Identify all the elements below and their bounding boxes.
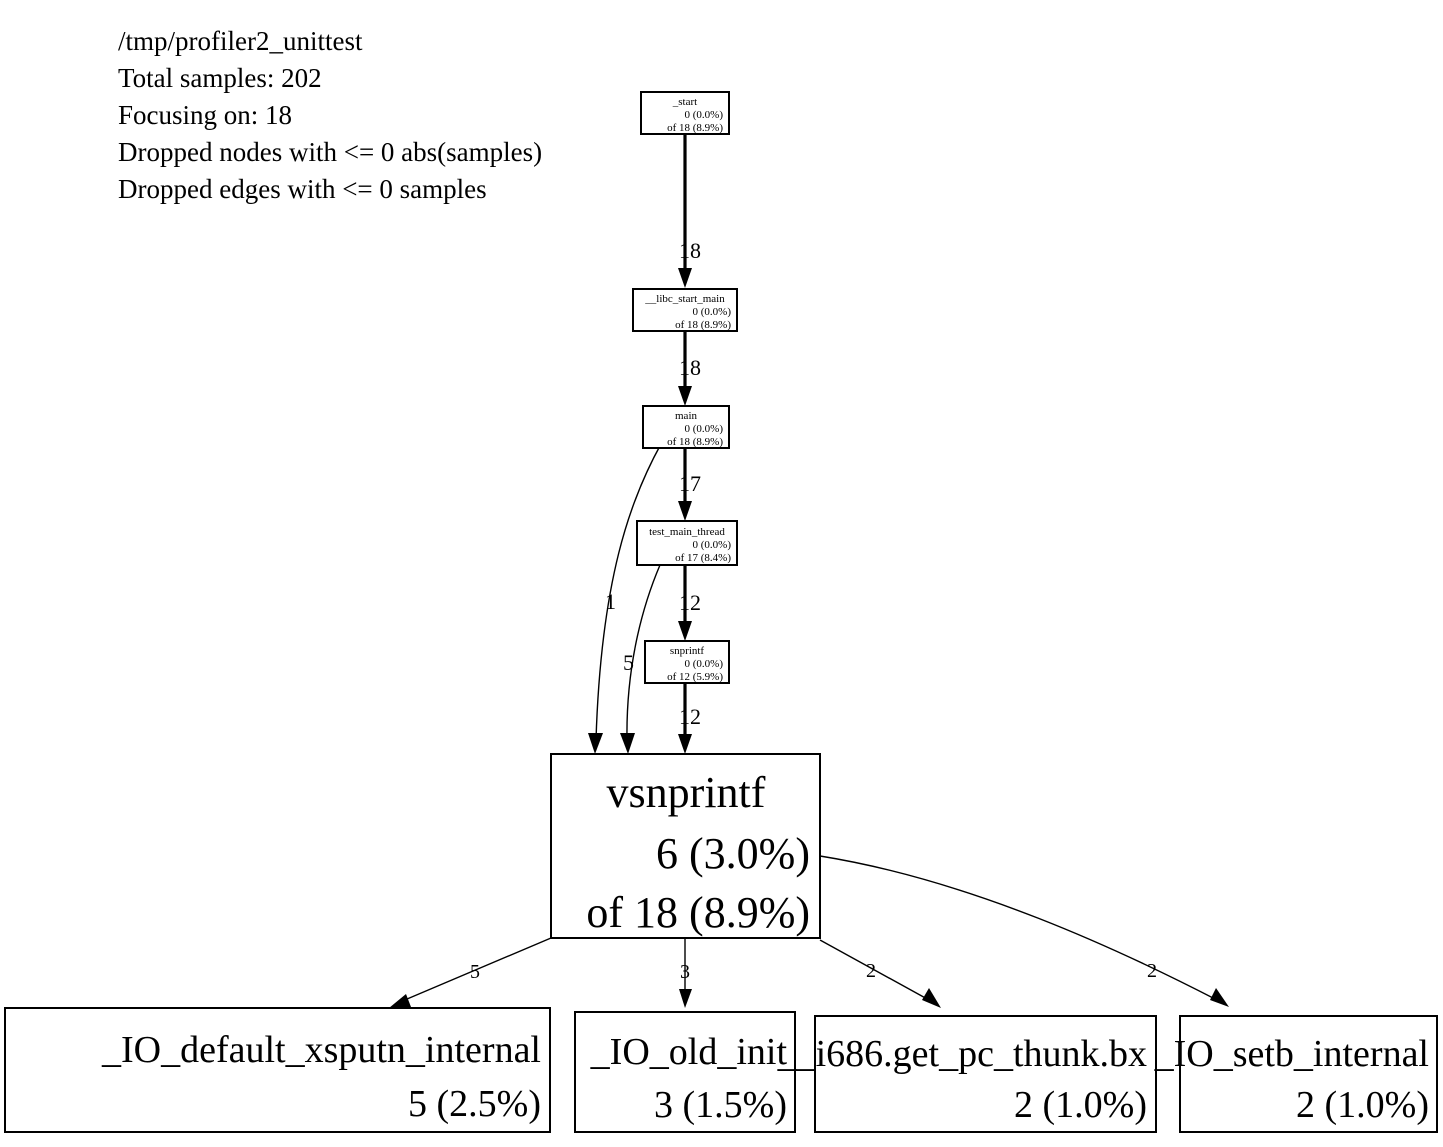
edge-label-testmain-vsnprintf: 5 (623, 650, 634, 675)
node-__libc_start_main-box[interactable] (632, 288, 738, 332)
edge-label-testmain-snprintf: 12 (679, 590, 701, 615)
node-_start-self: 0 (0.0%) (685, 109, 724, 121)
node-_IO_setb_internal-box[interactable] (1179, 1015, 1438, 1133)
node-_IO_setb_internal[interactable]: _IO_setb_internal 2 (1.0%) (1154, 1015, 1438, 1133)
header-line-total-samples: Total samples: 202 (118, 63, 322, 93)
node-_IO_old_init[interactable]: _IO_old_init 3 (1.5%) (574, 1011, 796, 1133)
node-__libc_start_main-total: of 18 (8.9%) (675, 319, 731, 331)
edge-snprintf-to-vsnprintf: 12 (678, 683, 701, 754)
node-_start-box[interactable] (640, 91, 730, 135)
node-__i686.get_pc_thunk.bx-self: 2 (1.0%) (1014, 1084, 1147, 1126)
node-test_main_thread-box[interactable] (636, 520, 738, 566)
node-snprintf-name: snprintf (670, 645, 705, 657)
edge-main-to-vsnprintf: 1 (588, 443, 662, 754)
node-_IO_old_init-name: _IO_old_init (590, 1031, 788, 1073)
edge-vsnprintf-to-thunk: 2 (819, 939, 941, 1008)
node-_start[interactable]: _start 0 (0.0%) of 18 (8.9%) (640, 91, 730, 135)
edge-label-start-libc: 18 (679, 238, 701, 263)
edge-start-to-libc: 18 (678, 134, 701, 288)
node-_IO_default_xsputn_internal-name: _IO_default_xsputn_internal (101, 1029, 541, 1071)
edge-testmain-to-snprintf: 12 (678, 565, 701, 641)
edge-main-to-testmain: 17 (678, 444, 701, 521)
edge-label-vsnprintf-thunk: 2 (866, 960, 876, 982)
node-__i686.get_pc_thunk.bx[interactable]: __i686.get_pc_thunk.bx 2 (1.0%) (777, 1015, 1157, 1133)
edge-label-snprintf-vsnprintf: 12 (679, 704, 701, 729)
header-line-focusing-on: Focusing on: 18 (118, 100, 292, 130)
edge-vsnprintf-to-xsputn: 5 (389, 937, 552, 1008)
node-_IO_setb_internal-name: _IO_setb_internal (1154, 1033, 1429, 1075)
node-_IO_old_init-box[interactable] (574, 1011, 796, 1133)
node-snprintf[interactable]: snprintf 0 (0.0%) of 12 (5.9%) (644, 640, 730, 684)
node-main[interactable]: main 0 (0.0%) of 18 (8.9%) (642, 405, 730, 449)
edges-layer: 18 18 17 1 12 5 (389, 134, 1229, 1008)
node-main-box[interactable] (642, 405, 730, 449)
edge-vsnprintf-to-oldinit: 3 (679, 938, 692, 1008)
node-test_main_thread-total: of 17 (8.4%) (675, 552, 731, 564)
node-test_main_thread-name: test_main_thread (649, 526, 725, 538)
node-_IO_default_xsputn_internal-self: 5 (2.5%) (408, 1083, 541, 1125)
node-_IO_setb_internal-self: 2 (1.0%) (1296, 1084, 1429, 1126)
edge-label-vsnprintf-xsputn: 5 (470, 961, 480, 983)
node-__i686.get_pc_thunk.bx-name: __i686.get_pc_thunk.bx (777, 1033, 1147, 1075)
header-line-profile-path: /tmp/profiler2_unittest (118, 26, 363, 56)
edge-vsnprintf-to-setb: 2 (819, 855, 1229, 1007)
node-main-self: 0 (0.0%) (685, 423, 724, 435)
node-vsnprintf-box[interactable] (550, 753, 821, 939)
node-main-total: of 18 (8.9%) (667, 436, 723, 448)
header-line-dropped-nodes: Dropped nodes with <= 0 abs(samples) (118, 137, 542, 167)
node-vsnprintf-self: 6 (3.0%) (656, 829, 810, 878)
edge-testmain-to-vsnprintf: 5 (620, 564, 661, 754)
node-snprintf-total: of 12 (5.9%) (667, 671, 723, 683)
node-vsnprintf-total: of 18 (8.9%) (586, 888, 810, 937)
node-vsnprintf-name: vsnprintf (607, 768, 766, 817)
edge-label-libc-main: 18 (679, 355, 701, 380)
node-_IO_old_init-self: 3 (1.5%) (654, 1084, 787, 1126)
node-_IO_default_xsputn_internal-box[interactable] (4, 1007, 551, 1133)
node-__libc_start_main-self: 0 (0.0%) (693, 306, 732, 318)
node-__i686.get_pc_thunk.bx-box[interactable] (814, 1015, 1157, 1133)
node-__libc_start_main[interactable]: __libc_start_main 0 (0.0%) of 18 (8.9%) (632, 288, 738, 332)
node-snprintf-self: 0 (0.0%) (685, 658, 724, 670)
nodes-layer: _start 0 (0.0%) of 18 (8.9%) __libc_star… (4, 91, 1438, 1133)
edge-libc-to-main: 18 (678, 331, 701, 406)
node-main-name: main (675, 410, 697, 422)
node-snprintf-box[interactable] (644, 640, 730, 684)
node-test_main_thread-self: 0 (0.0%) (693, 539, 732, 551)
node-_start-total: of 18 (8.9%) (667, 122, 723, 134)
header-block: /tmp/profiler2_unittest Total samples: 2… (118, 26, 542, 204)
node-test_main_thread[interactable]: test_main_thread 0 (0.0%) of 17 (8.4%) (636, 520, 738, 566)
node-vsnprintf[interactable]: vsnprintf 6 (3.0%) of 18 (8.9%) (550, 753, 821, 939)
edge-label-vsnprintf-setb: 2 (1147, 960, 1157, 982)
edge-label-main-vsnprintf: 1 (605, 589, 616, 614)
node-_IO_default_xsputn_internal[interactable]: _IO_default_xsputn_internal 5 (2.5%) (4, 1007, 551, 1133)
header-line-dropped-edges: Dropped edges with <= 0 samples (118, 174, 487, 204)
edge-label-vsnprintf-oldinit: 3 (680, 961, 690, 983)
edge-label-main-testmain: 17 (679, 471, 701, 496)
node-__libc_start_main-name: __libc_start_main (644, 293, 725, 305)
node-_start-name: _start (672, 96, 697, 108)
